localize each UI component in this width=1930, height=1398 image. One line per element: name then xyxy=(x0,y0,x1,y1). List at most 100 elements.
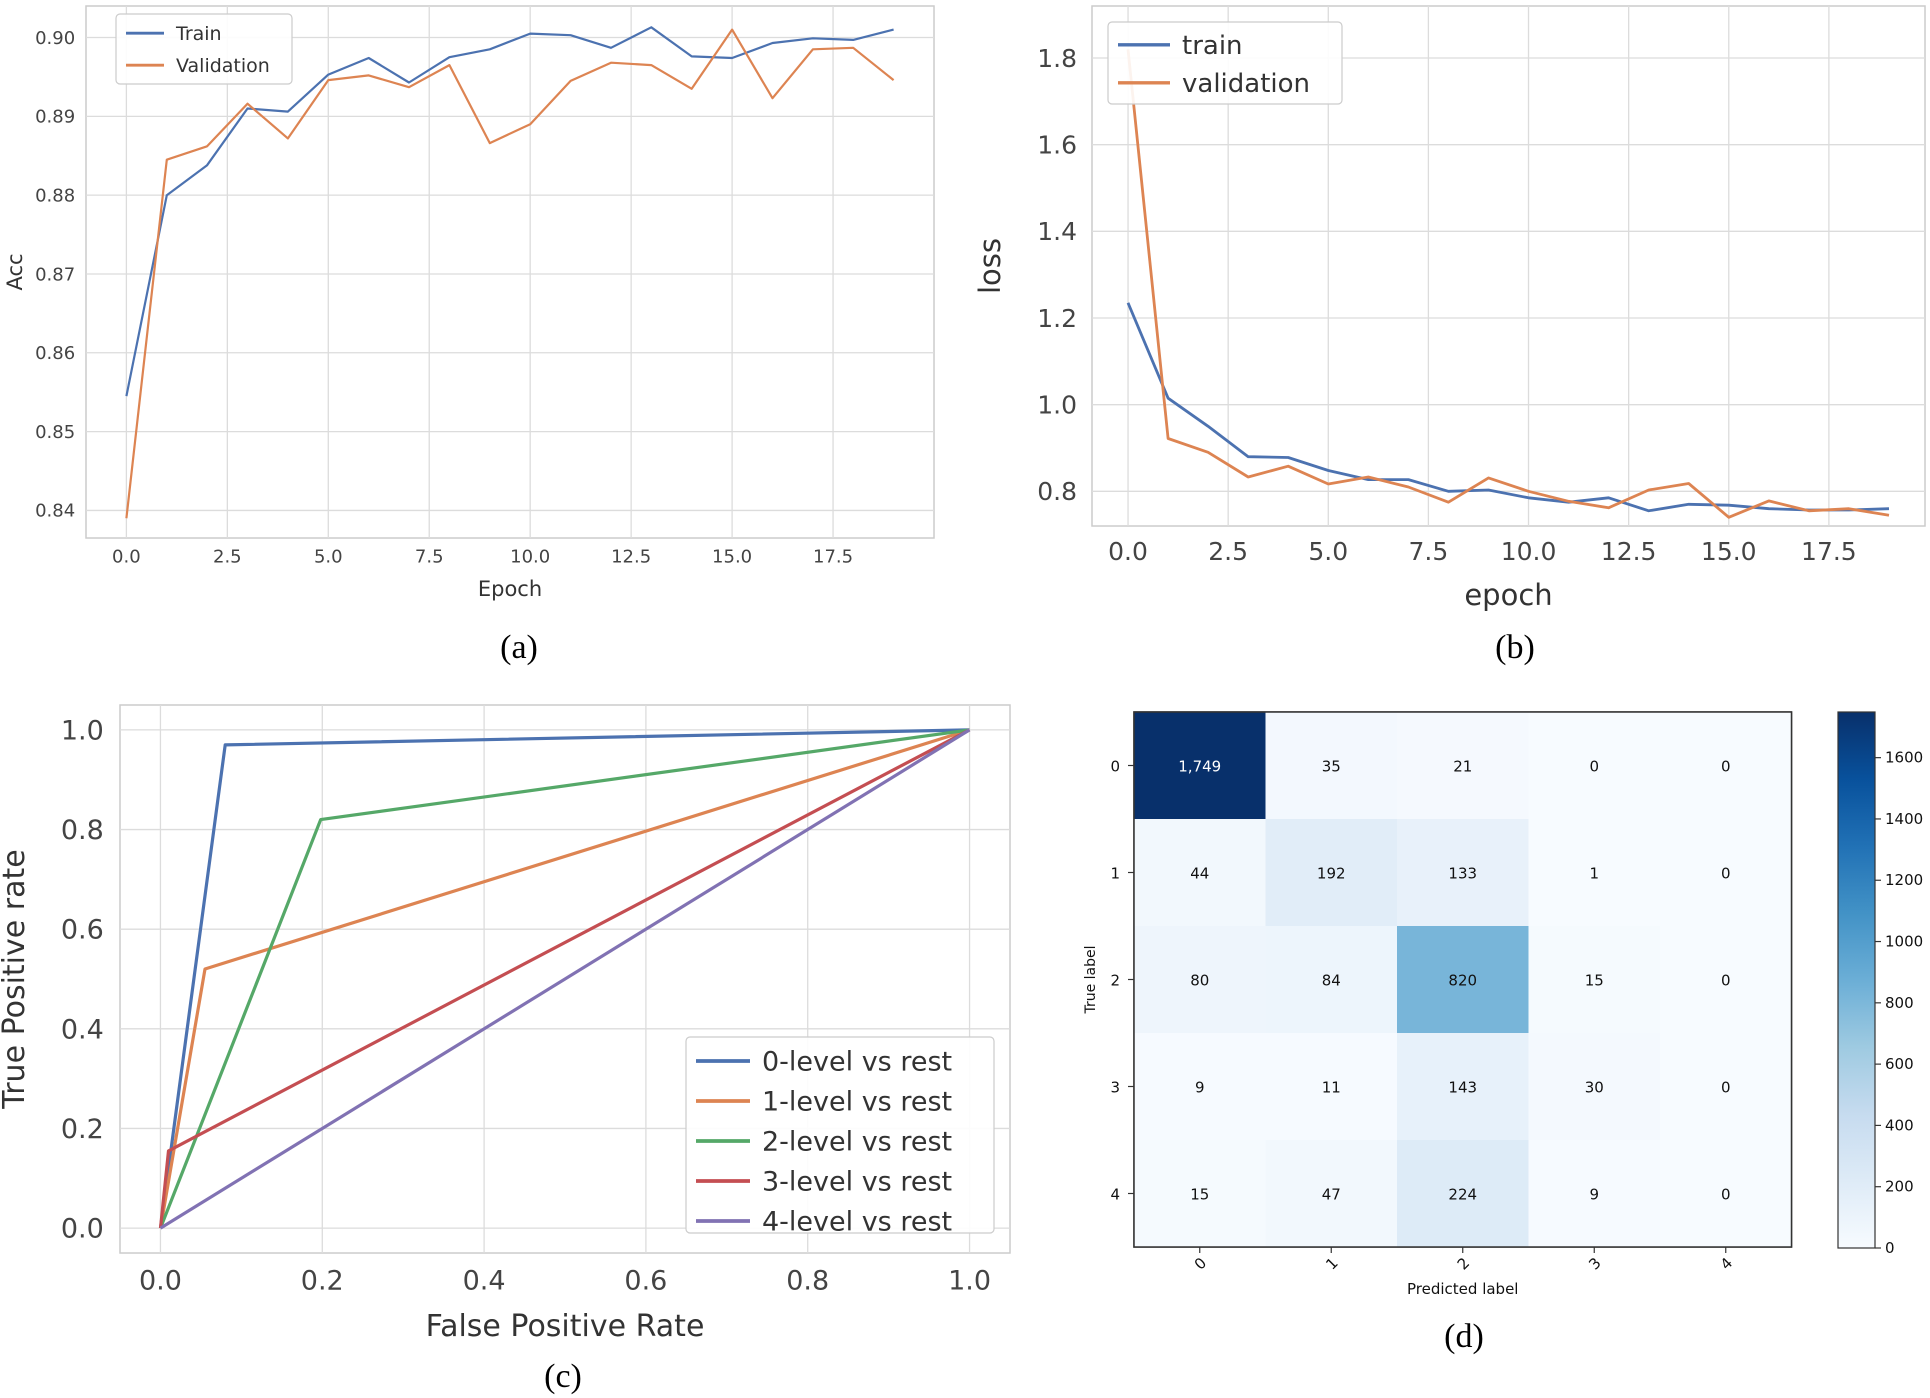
cell-value-label: 133 xyxy=(1448,865,1477,883)
colorbar-tick-label: 1600 xyxy=(1885,749,1923,767)
series-line-1 xyxy=(158,728,970,1229)
y-tick-label: 1 xyxy=(1110,865,1120,883)
matrix-cell xyxy=(1397,1033,1529,1141)
colorbar-tick-label: 1400 xyxy=(1885,810,1923,828)
cell-value-label: 0 xyxy=(1589,758,1599,776)
y-tick-label: 4 xyxy=(1110,1186,1120,1204)
matrix-cell xyxy=(1660,712,1792,820)
y-axis-label: loss xyxy=(973,238,1007,294)
cell-value-label: 192 xyxy=(1317,865,1346,883)
cell-value-label: 15 xyxy=(1190,1186,1209,1204)
x-tick-label: 15.0 xyxy=(712,546,752,567)
colorbar-tick-label: 0 xyxy=(1885,1239,1895,1257)
matrix-cell xyxy=(1660,1033,1792,1141)
y-tick-label: 0.90 xyxy=(35,28,75,49)
matrix-cell xyxy=(1134,819,1266,927)
legend-box xyxy=(685,1036,995,1234)
accuracy-chart: 0.0 2.5 5.0 7.5 10.0 12.5 15.0 17.5 0.84 0.85 0.86… xyxy=(3,5,935,601)
cell-value-label: 0 xyxy=(1721,758,1731,776)
series-line-5 xyxy=(159,728,971,1230)
y-tick-label: 1.4 xyxy=(1037,217,1077,246)
y-tick-label: 3 xyxy=(1110,1079,1120,1097)
x-tick-label: 3 xyxy=(1585,1254,1604,1273)
y-tick-label: 0.2 xyxy=(61,1114,104,1145)
y-tick-label: 1.2 xyxy=(1037,304,1077,333)
x-tick-label: 5.0 xyxy=(1308,537,1348,566)
x-tick-label: 17.5 xyxy=(1801,537,1857,566)
x-tick-label: 17.5 xyxy=(813,546,853,567)
matrix-cell xyxy=(1660,819,1792,927)
x-tick-label: 7.5 xyxy=(1409,537,1449,566)
x-axis-label: Epoch xyxy=(478,577,542,601)
y-tick-label: 0.89 xyxy=(35,107,75,128)
legend-label: 1-level vs rest xyxy=(762,1086,952,1117)
y-tick-label: 0.4 xyxy=(61,1014,104,1045)
y-tick-label: 0.0 xyxy=(61,1214,104,1245)
y-tick-label: 1.8 xyxy=(1037,44,1077,73)
cell-value-label: 9 xyxy=(1589,1186,1599,1204)
x-tick-label: 7.5 xyxy=(415,546,444,567)
cell-value-label: 0 xyxy=(1721,972,1731,990)
legend-label: 0-level vs rest xyxy=(762,1046,952,1077)
cell-value-label: 30 xyxy=(1585,1079,1604,1097)
x-axis-label: False Positive Rate xyxy=(426,1309,705,1344)
series-line-3 xyxy=(159,728,970,1229)
x-tick-label: 15.0 xyxy=(1701,537,1757,566)
y-tick-label: 0.85 xyxy=(35,422,75,443)
matrix-cell xyxy=(1660,1140,1792,1248)
colorbar-tick-label: 200 xyxy=(1885,1178,1914,1196)
x-tick-label: 0.4 xyxy=(463,1265,506,1296)
x-tick-label: 10.0 xyxy=(510,546,550,567)
x-tick-label: 5.0 xyxy=(314,546,343,567)
confusion-matrix: 1,749 35 21 0 044 192 133 1 080 84 820 15 09 11 143 30 0… xyxy=(1083,711,1923,1298)
cell-value-label: 84 xyxy=(1322,972,1341,990)
y-tick-label: 0.6 xyxy=(61,915,104,946)
cell-value-label: 9 xyxy=(1195,1079,1205,1097)
y-axis-label: True label xyxy=(1083,945,1099,1014)
legend-label: train xyxy=(1182,31,1243,61)
y-tick-label: 0.87 xyxy=(35,264,75,285)
matrix-cell xyxy=(1528,1033,1661,1141)
cell-value-label: 47 xyxy=(1322,1186,1341,1204)
y-tick-label: 0.86 xyxy=(35,343,75,364)
colorbar-tick-label: 600 xyxy=(1885,1055,1914,1073)
cell-value-label: 820 xyxy=(1448,972,1477,990)
x-tick-label: 10.0 xyxy=(1501,537,1557,566)
cell-value-label: 1,749 xyxy=(1178,758,1221,776)
cell-value-label: 0 xyxy=(1721,1079,1731,1097)
matrix-cell xyxy=(1528,819,1661,927)
matrix-cell xyxy=(1528,1140,1661,1248)
x-tick-label: 0.0 xyxy=(112,546,141,567)
y-axis-label: Acc xyxy=(3,253,27,290)
matrix-cell xyxy=(1265,1140,1398,1248)
matrix-cell xyxy=(1134,926,1266,1034)
y-axis-label: True Positive rate xyxy=(0,849,32,1109)
x-tick-label: 0.8 xyxy=(786,1265,829,1296)
cell-value-label: 224 xyxy=(1448,1186,1477,1204)
matrix-cell xyxy=(1397,712,1529,820)
roc-chart: 0.0 0.2 0.4 0.6 0.8 1.0 0.0 0.2 0.4 0.6 0.8 1.0 Fals… xyxy=(0,704,1011,1344)
series-line-1 xyxy=(1126,302,1890,513)
matrix-cell xyxy=(1265,1033,1398,1141)
x-tick-label: 1 xyxy=(1322,1254,1341,1273)
matrix-cell xyxy=(1397,1140,1529,1248)
series-line-2 xyxy=(125,28,895,519)
x-tick-label: 1.0 xyxy=(948,1265,991,1296)
x-axis-label: epoch xyxy=(1464,578,1552,612)
colorbar-tick-label: 400 xyxy=(1885,1116,1914,1134)
plot-area xyxy=(85,5,935,539)
x-tick-label: 2.5 xyxy=(213,546,242,567)
matrix-cell xyxy=(1265,926,1398,1034)
cell-value-label: 44 xyxy=(1190,865,1209,883)
matrix-cell xyxy=(1134,712,1266,820)
cell-value-label: 35 xyxy=(1322,758,1341,776)
series-line-2 xyxy=(1126,49,1890,519)
y-tick-label: 1.6 xyxy=(1037,130,1077,159)
x-tick-label: 0 xyxy=(1191,1254,1210,1273)
cell-value-label: 11 xyxy=(1322,1079,1341,1097)
y-tick-label: 1.0 xyxy=(1037,390,1077,419)
cell-value-label: 1 xyxy=(1589,865,1599,883)
legend-label: 4-level vs rest xyxy=(762,1206,952,1237)
colorbar-tick-label: 800 xyxy=(1885,994,1914,1012)
